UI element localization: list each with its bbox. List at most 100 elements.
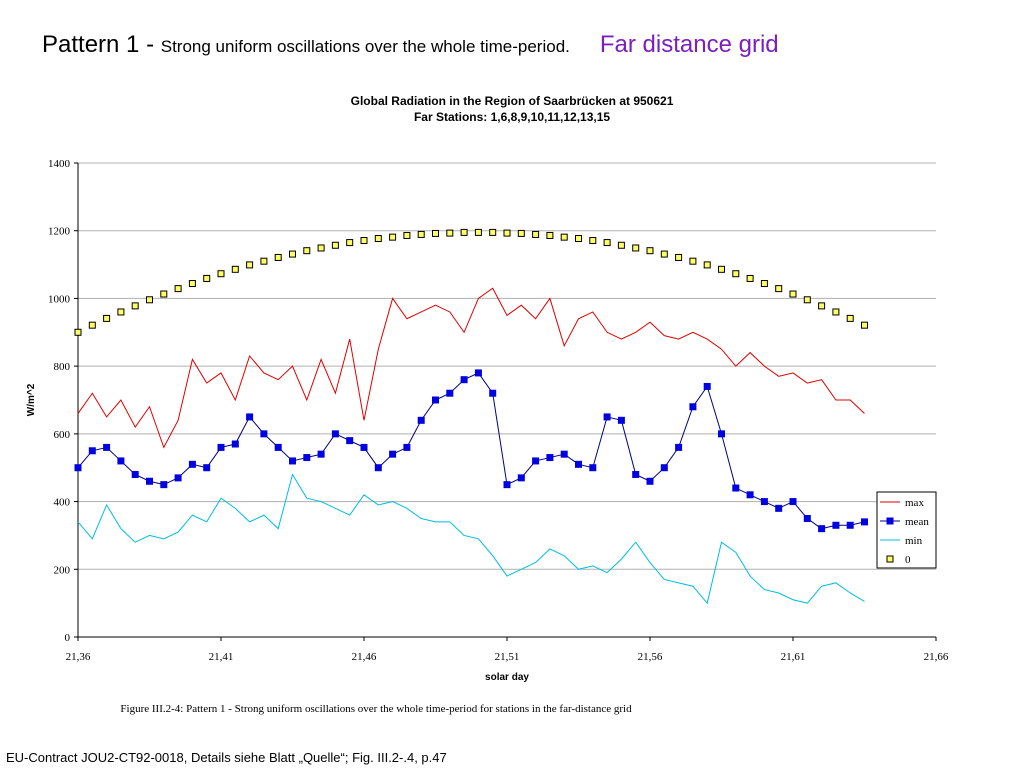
series-marker (575, 460, 582, 468)
y-tick-label: 400 (54, 497, 71, 509)
series-marker (231, 265, 239, 273)
y-tick-label: 600 (54, 429, 71, 441)
series-marker (760, 498, 768, 506)
legend-box (876, 491, 937, 569)
legend-marker (886, 517, 894, 525)
header-title: Pattern 1 - (42, 31, 161, 58)
series-marker (432, 229, 439, 237)
series-marker (389, 450, 397, 458)
series-marker (188, 460, 196, 468)
series-marker (403, 443, 411, 451)
series-marker (718, 265, 725, 273)
series-marker (703, 261, 711, 269)
series-marker (160, 481, 168, 489)
series-marker (160, 290, 168, 298)
series-marker (374, 464, 382, 472)
series-marker (503, 481, 511, 489)
series-marker (861, 518, 868, 526)
series-marker (660, 250, 668, 258)
series-line (77, 287, 865, 449)
series-marker (331, 430, 339, 438)
series-marker (746, 274, 754, 282)
series-marker (760, 280, 768, 288)
x-tick-label: 21,41 (209, 651, 234, 663)
series-marker (246, 413, 254, 421)
series-marker (775, 504, 783, 512)
chart-title: Global Radiation in the Region of Saarbr… (351, 94, 674, 108)
series-marker (703, 382, 711, 390)
legend-label: 0 (905, 554, 911, 566)
series-marker (503, 229, 511, 237)
legend-label: min (905, 535, 923, 547)
series-marker (732, 270, 740, 278)
series-marker (675, 443, 683, 451)
x-tick-label: 21,46 (352, 651, 377, 663)
y-tick-label: 0 (65, 632, 71, 644)
series-marker (317, 244, 325, 252)
series-marker (718, 430, 725, 438)
series-marker (803, 296, 811, 304)
series-marker (689, 257, 697, 265)
header-subtitle: Strong uniform oscillations over the who… (161, 37, 570, 56)
series-marker (603, 239, 611, 247)
series-marker (732, 484, 740, 492)
series-marker (360, 443, 368, 451)
series-marker (274, 443, 282, 451)
series-marker (689, 403, 697, 411)
series-marker (203, 464, 211, 472)
series-marker (660, 464, 668, 472)
series-marker (474, 369, 482, 377)
y-tick-label: 200 (54, 564, 71, 576)
series-marker (446, 229, 454, 237)
series-marker (446, 389, 454, 397)
series-marker (546, 454, 554, 462)
series-marker (117, 308, 125, 316)
series-marker (317, 450, 325, 458)
x-axis-label: solar day (485, 672, 529, 683)
series-marker (146, 477, 153, 485)
series-marker (646, 477, 654, 485)
series-marker (746, 491, 754, 499)
y-tick-label: 1400 (48, 158, 71, 170)
series-marker (489, 389, 497, 397)
series-marker (789, 498, 797, 506)
series-marker (274, 253, 282, 261)
series-marker (260, 257, 268, 265)
slide-header: Pattern 1 - Strong uniform oscillations … (42, 31, 779, 58)
legend-label: mean (905, 516, 929, 528)
series-marker (389, 233, 397, 241)
series-marker (303, 247, 311, 255)
series-marker (217, 270, 225, 278)
x-tick-label: 21,61 (781, 651, 806, 663)
x-tick-label: 21,36 (66, 651, 91, 663)
series-marker (675, 253, 683, 261)
series-marker (818, 525, 826, 533)
header-tag: Far distance grid (600, 31, 779, 58)
series-marker (174, 474, 182, 482)
series-marker (117, 457, 125, 465)
series-marker (517, 474, 525, 482)
series-marker (632, 470, 640, 478)
series-marker (146, 296, 153, 304)
series-marker (789, 290, 797, 298)
series-marker (818, 302, 826, 310)
series-marker (74, 464, 82, 472)
series-marker (246, 261, 254, 269)
x-tick-label: 21,66 (924, 651, 949, 663)
series-marker (861, 321, 868, 329)
series-marker (489, 228, 497, 236)
x-tick-label: 21,56 (638, 651, 663, 663)
series-marker (303, 454, 311, 462)
series-marker (589, 237, 597, 245)
series-marker (74, 328, 82, 336)
series-marker (88, 321, 96, 329)
series-marker (846, 314, 854, 322)
series-marker (775, 285, 783, 293)
series-marker (188, 280, 196, 288)
series-marker (646, 247, 654, 255)
y-tick-label: 1200 (48, 226, 71, 238)
series-marker (532, 457, 540, 465)
series-marker (346, 239, 354, 247)
series-marker (331, 241, 339, 249)
